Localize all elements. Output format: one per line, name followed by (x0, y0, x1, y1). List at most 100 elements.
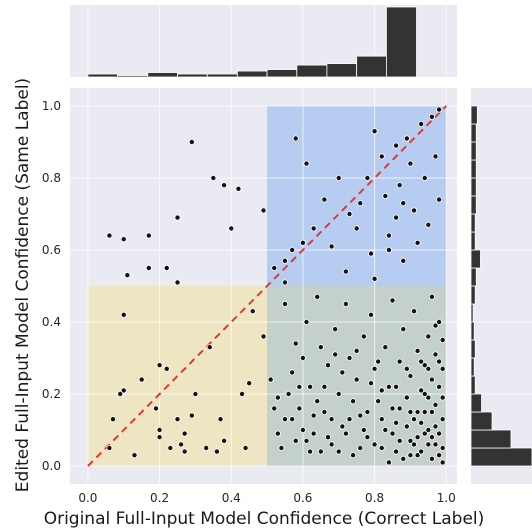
scatter-point (403, 365, 410, 372)
scatter-point (120, 387, 127, 394)
scatter-point (260, 333, 267, 340)
scatter-point (436, 318, 443, 325)
scatter-point (418, 358, 425, 365)
scatter-point (357, 444, 364, 451)
scatter-point (131, 452, 138, 459)
scatter-point (357, 412, 364, 419)
y-axis-label: Edited Full-Input Model Confidence (Same… (13, 78, 33, 492)
scatter-point (418, 387, 425, 394)
scatter-point (317, 448, 324, 455)
scatter-point (410, 308, 417, 315)
scatter-point (188, 138, 195, 145)
scatter-point (138, 376, 145, 383)
scatter-point (407, 437, 414, 444)
scatter-point (292, 340, 299, 347)
scatter-point (382, 426, 389, 433)
right-histogram-bars (470, 105, 532, 467)
scatter-point (371, 365, 378, 372)
scatter-point (421, 174, 428, 181)
scatter-point (407, 372, 414, 379)
scatter-point (367, 380, 374, 387)
scatter-point (432, 153, 439, 160)
scatter-point (120, 311, 127, 318)
scatter-point (382, 344, 389, 351)
scatter-point (428, 113, 435, 120)
scatter-point (414, 347, 421, 354)
scatter-point (436, 106, 443, 113)
scatter-point (432, 322, 439, 329)
scatter-point (418, 448, 425, 455)
scatter-point (346, 354, 353, 361)
right-histogram-bar (470, 105, 478, 125)
scatter-point (296, 383, 303, 390)
scatter-point (439, 459, 446, 466)
scatter-point (396, 182, 403, 189)
scatter-point (425, 394, 432, 401)
scatter-point (389, 405, 396, 412)
scatter-point (346, 416, 353, 423)
scatter-point (299, 239, 306, 246)
right-histogram-bar (470, 249, 481, 269)
scatter-point (213, 448, 220, 455)
scatter-point (281, 257, 288, 264)
scatter-point (439, 394, 446, 401)
scatter-point (145, 232, 152, 239)
scatter-point (217, 416, 224, 423)
scatter-point (314, 293, 321, 300)
scatter-point (167, 444, 174, 451)
scatter-point (303, 318, 310, 325)
scatter-point (403, 394, 410, 401)
x-tick-labels: 0.0 0.2 0.4 0.6 0.8 1.0 (78, 491, 455, 505)
scatter-point (156, 426, 163, 433)
scatter-point (439, 365, 446, 372)
top-histogram-bar (266, 69, 298, 78)
main-gridlines (70, 88, 457, 484)
right-histogram-bar (470, 375, 476, 395)
scatter-point (321, 196, 328, 203)
scatter-point (106, 232, 113, 239)
scatter-point (385, 232, 392, 239)
scatter-point (210, 174, 217, 181)
right-histogram-bar (470, 195, 477, 215)
scatter-point (289, 369, 296, 376)
scatter-point (281, 279, 288, 286)
scatter-point (385, 246, 392, 253)
scatter-point (324, 434, 331, 441)
y-tick-label: 0.2 (42, 387, 61, 401)
scatter-point (385, 459, 392, 466)
scatter-point (428, 434, 435, 441)
scatter-point (281, 300, 288, 307)
scatter-points (106, 106, 446, 466)
x-tick-label: 0.4 (222, 491, 241, 505)
scatter-point (246, 380, 253, 387)
scatter-point (332, 351, 339, 358)
right-histogram-bar (470, 303, 474, 323)
scatter-point (271, 264, 278, 271)
scatter-point (418, 419, 425, 426)
scatter-point (310, 430, 317, 437)
scatter-point (403, 423, 410, 430)
scatter-point (299, 426, 306, 433)
scatter-point (396, 358, 403, 365)
scatter-point (163, 365, 170, 372)
scatter-point (418, 121, 425, 128)
scatter-point (439, 416, 446, 423)
right-histogram-bar (470, 159, 477, 179)
scatter-point (174, 416, 181, 423)
scatter-point (382, 192, 389, 199)
scatter-point (393, 214, 400, 221)
y-tick-label: 1.0 (42, 99, 61, 113)
scatter-point (400, 455, 407, 462)
scatter-point (378, 444, 385, 451)
scatter-point (396, 405, 403, 412)
scatter-point (414, 452, 421, 459)
y-tick-label: 0.4 (42, 315, 61, 329)
x-tick-label: 1.0 (437, 491, 456, 505)
scatter-point (342, 268, 349, 275)
scatter-point (400, 326, 407, 333)
scatter-point (425, 221, 432, 228)
right-histogram-bar (470, 123, 477, 143)
scatter-point (425, 365, 432, 372)
scatter-point (350, 452, 357, 459)
